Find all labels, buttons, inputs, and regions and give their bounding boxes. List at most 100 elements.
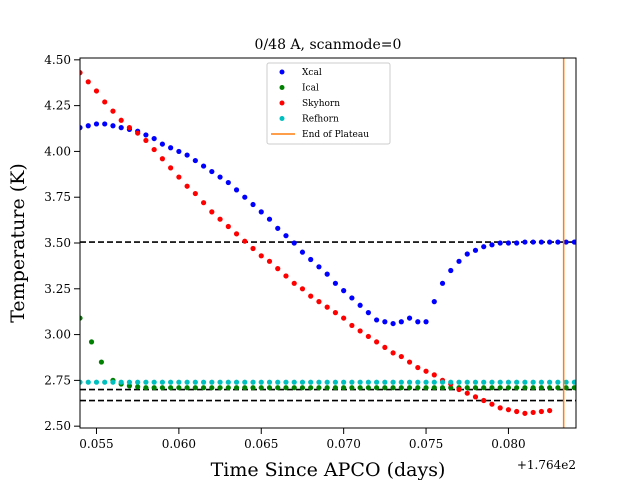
y-tick-label: 3.25 — [44, 282, 71, 296]
chart-title: 0/48 A, scanmode=0 — [255, 37, 402, 53]
data-point — [406, 385, 413, 391]
data-point — [431, 372, 437, 378]
data-point — [225, 223, 231, 230]
data-point — [118, 125, 124, 131]
data-point — [464, 379, 470, 385]
data-point — [349, 295, 355, 301]
data-point — [209, 209, 215, 215]
data-point — [209, 168, 215, 175]
data-point — [365, 310, 371, 316]
data-point — [365, 385, 371, 391]
series-xcal — [80, 121, 576, 327]
data-point — [225, 379, 231, 385]
data-point — [250, 201, 256, 208]
data-point — [464, 390, 470, 396]
legend-item: End of Plateau — [271, 130, 369, 140]
data-point — [374, 379, 380, 385]
data-point — [159, 379, 165, 385]
data-point — [233, 379, 240, 385]
x-tick-label: 0.065 — [244, 437, 278, 451]
data-point — [242, 238, 248, 244]
data-point — [382, 379, 388, 385]
reference-lines — [80, 241, 576, 402]
data-point — [374, 339, 380, 345]
data-point — [291, 240, 297, 246]
data-point — [88, 339, 95, 345]
data-point — [308, 385, 314, 391]
data-point — [258, 385, 264, 391]
data-point — [275, 266, 281, 272]
data-point — [184, 152, 190, 158]
data-point — [80, 379, 83, 385]
x-tick-label: 0.055 — [79, 437, 113, 451]
data-point — [365, 333, 371, 340]
y-tick-label: 3.00 — [44, 328, 71, 342]
data-point — [324, 385, 330, 391]
y-tick-label: 2.75 — [44, 373, 71, 387]
data-point — [349, 379, 355, 385]
data-point — [135, 384, 141, 390]
x-axis-ticks: 0.055 0.060 0.065 0.070 0.075 0.080 — [79, 428, 526, 451]
data-point — [291, 280, 297, 286]
data-point — [143, 379, 149, 385]
y-tick-label: 4.50 — [44, 53, 71, 67]
data-point — [192, 385, 198, 391]
data-point — [93, 88, 100, 94]
data-point — [349, 322, 355, 329]
x-offset-label: +1.764e2 — [517, 458, 576, 472]
data-point — [448, 267, 454, 274]
data-point — [242, 379, 248, 385]
data-point — [275, 379, 281, 385]
data-point — [530, 379, 536, 385]
data-point — [341, 288, 347, 294]
data-point — [382, 319, 388, 325]
data-point — [126, 383, 133, 389]
data-point — [275, 225, 281, 231]
data-point — [135, 379, 141, 385]
data-point — [151, 379, 157, 385]
legend-marker — [279, 100, 285, 106]
data-point — [357, 379, 363, 385]
data-point — [80, 315, 83, 321]
data-point — [514, 240, 520, 246]
data-point — [390, 385, 396, 391]
data-point — [200, 379, 207, 385]
data-point — [168, 145, 174, 151]
legend: Xcal Ical Skyhorn Refhorn End of Plateau — [266, 62, 391, 145]
data-point — [464, 251, 470, 257]
data-point — [324, 271, 330, 277]
data-point — [481, 385, 487, 391]
data-point — [571, 239, 576, 245]
data-point — [382, 344, 388, 351]
data-point — [217, 174, 223, 180]
series-skyhorn — [80, 70, 553, 416]
data-point — [242, 385, 248, 391]
data-point — [398, 385, 404, 391]
data-point — [547, 385, 553, 391]
data-point — [415, 385, 421, 391]
data-point — [514, 408, 520, 415]
data-point — [341, 385, 347, 391]
data-point — [176, 174, 182, 180]
data-point — [472, 385, 479, 391]
legend-label: Xcal — [302, 68, 322, 78]
data-point — [225, 385, 231, 391]
data-point — [456, 258, 462, 264]
data-point — [283, 379, 289, 385]
data-point — [332, 310, 339, 316]
legend-marker — [279, 116, 285, 121]
data-point — [242, 194, 248, 200]
y-tick-label: 3.75 — [44, 190, 71, 204]
y-axis-label: Temperature (K) — [7, 163, 29, 323]
data-point — [522, 385, 528, 391]
data-point — [168, 385, 174, 391]
data-point — [406, 315, 413, 321]
data-point — [505, 385, 512, 391]
data-point — [514, 379, 520, 385]
data-point — [250, 385, 256, 391]
data-point — [184, 183, 190, 189]
data-point — [563, 239, 569, 245]
x-tick-label: 0.075 — [409, 437, 443, 451]
data-point — [365, 379, 371, 385]
data-point — [538, 385, 544, 391]
